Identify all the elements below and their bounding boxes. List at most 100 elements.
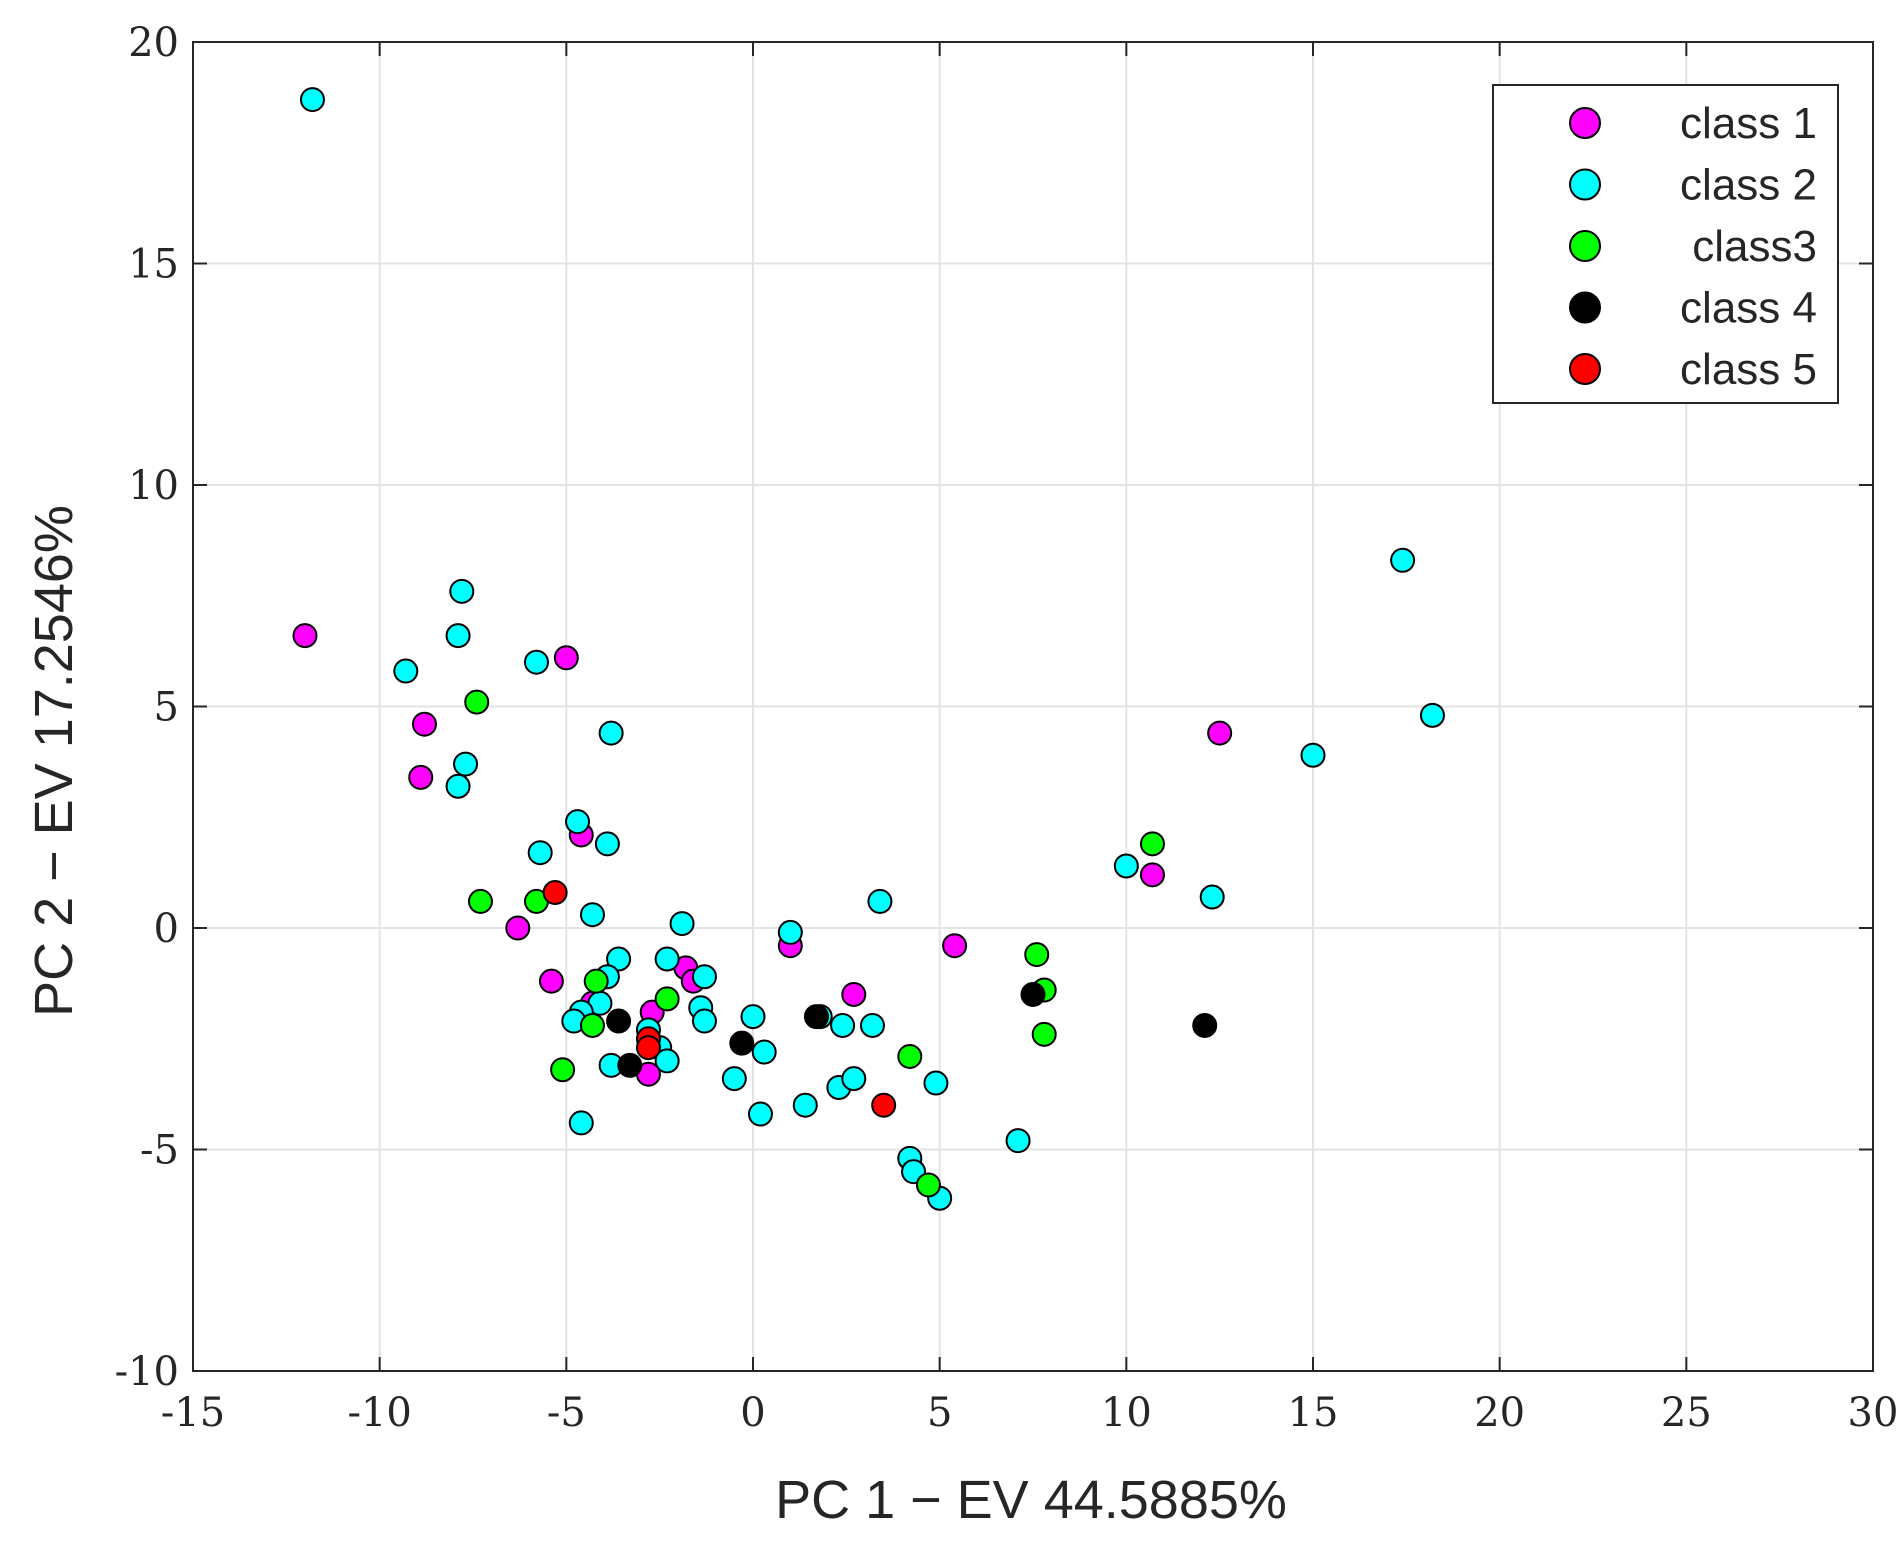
point-class3 bbox=[1139, 831, 1165, 857]
point-class-1 bbox=[538, 968, 564, 994]
point-class-2 bbox=[1005, 1128, 1031, 1154]
point-class3 bbox=[915, 1172, 941, 1198]
legend-marker-class-1 bbox=[1569, 107, 1601, 139]
x-tick-label: 30 bbox=[1848, 1390, 1899, 1436]
point-class-2 bbox=[669, 911, 695, 937]
legend-label-class-2: class 2 bbox=[1680, 161, 1817, 210]
point-class-2 bbox=[1199, 884, 1225, 910]
legend-label-class-4: class 4 bbox=[1680, 284, 1817, 333]
point-class-2 bbox=[606, 946, 632, 972]
point-class-4 bbox=[803, 1004, 829, 1030]
point-class-2 bbox=[449, 578, 475, 604]
y-tick-label: -10 bbox=[115, 1349, 179, 1395]
y-tick-label: 5 bbox=[154, 685, 179, 731]
point-class-2 bbox=[523, 649, 549, 675]
point-class-1 bbox=[553, 645, 579, 671]
point-class-2 bbox=[453, 751, 479, 777]
point-class-2 bbox=[1300, 742, 1326, 768]
point-class-4 bbox=[1192, 1012, 1218, 1038]
legend-box bbox=[1492, 84, 1839, 404]
x-tick-label: -15 bbox=[161, 1390, 225, 1436]
point-class3 bbox=[464, 689, 490, 715]
point-class-2 bbox=[830, 1012, 856, 1038]
legend: class 1 class 2 class3 class 4 class 5 bbox=[1492, 84, 1839, 404]
point-class-2 bbox=[1390, 547, 1416, 573]
point-class3 bbox=[897, 1043, 923, 1069]
point-class-5 bbox=[542, 880, 568, 906]
point-class-2 bbox=[527, 840, 553, 866]
point-class-2 bbox=[1419, 702, 1445, 728]
point-class-1 bbox=[505, 915, 531, 941]
point-class-2 bbox=[598, 720, 624, 746]
point-class-1 bbox=[942, 933, 968, 959]
x-tick-label: 0 bbox=[740, 1390, 765, 1436]
point-class-2 bbox=[691, 964, 717, 990]
x-tick-label: 5 bbox=[927, 1390, 952, 1436]
point-class-1 bbox=[411, 711, 437, 737]
y-axis-title: PC 2 − EV 17.2546% bbox=[24, 505, 84, 1017]
point-class-2 bbox=[445, 623, 471, 649]
legend-marker-class-2 bbox=[1569, 168, 1601, 201]
point-class-1 bbox=[841, 981, 867, 1007]
point-class-2 bbox=[568, 1110, 594, 1136]
point-class-2 bbox=[393, 658, 419, 684]
point-class-2 bbox=[751, 1039, 777, 1065]
x-tick-label: 15 bbox=[1288, 1390, 1339, 1436]
point-class3 bbox=[550, 1057, 576, 1083]
legend-label-class3: class3 bbox=[1692, 222, 1817, 271]
y-tick-label: 15 bbox=[128, 242, 179, 288]
point-class3 bbox=[583, 968, 609, 994]
point-class-2 bbox=[654, 1048, 680, 1074]
point-class-2 bbox=[565, 809, 591, 835]
point-class-2 bbox=[747, 1101, 773, 1127]
legend-marker-class-5 bbox=[1569, 353, 1601, 385]
point-class-1 bbox=[1207, 720, 1233, 746]
point-class3 bbox=[654, 986, 680, 1012]
point-class-2 bbox=[841, 1066, 867, 1092]
point-class-1 bbox=[408, 764, 434, 790]
point-class3 bbox=[1024, 942, 1050, 968]
point-class-1 bbox=[1139, 862, 1165, 888]
y-tick-label: -5 bbox=[140, 1128, 179, 1174]
x-tick-label: 20 bbox=[1474, 1390, 1525, 1436]
point-class-2 bbox=[792, 1092, 818, 1118]
point-class-2 bbox=[740, 1004, 766, 1030]
point-class-2 bbox=[445, 773, 471, 799]
legend-marker-class3 bbox=[1569, 230, 1601, 262]
point-class-2 bbox=[1113, 853, 1139, 879]
point-class-2 bbox=[923, 1070, 949, 1096]
point-class-2 bbox=[594, 831, 620, 857]
point-class-2 bbox=[867, 888, 893, 914]
data-points bbox=[292, 87, 1445, 1211]
point-class3 bbox=[467, 888, 493, 914]
point-class-2 bbox=[777, 919, 803, 945]
y-tick-label: 20 bbox=[128, 20, 179, 66]
point-class-5 bbox=[871, 1092, 897, 1118]
point-class3 bbox=[579, 1012, 605, 1038]
x-tick-label: 10 bbox=[1101, 1390, 1152, 1436]
legend-label-class-1: class 1 bbox=[1680, 99, 1817, 148]
point-class3 bbox=[1031, 1021, 1057, 1047]
x-tick-label: -5 bbox=[547, 1390, 586, 1436]
point-class-1 bbox=[292, 623, 318, 649]
point-class-2 bbox=[859, 1012, 885, 1038]
point-class-4 bbox=[606, 1008, 632, 1034]
point-class-2 bbox=[579, 902, 605, 928]
y-tick-label: 10 bbox=[128, 463, 179, 509]
x-tick-label: 25 bbox=[1661, 1390, 1712, 1436]
point-class-2 bbox=[691, 1008, 717, 1034]
y-tick-label: 0 bbox=[154, 906, 179, 952]
point-class-2 bbox=[654, 946, 680, 972]
point-class-2 bbox=[721, 1066, 747, 1092]
point-class-2 bbox=[299, 87, 325, 113]
point-class-4 bbox=[1020, 981, 1046, 1007]
plot-frame bbox=[192, 41, 1874, 1372]
point-class-5 bbox=[635, 1035, 661, 1061]
legend-marker-class-4 bbox=[1569, 291, 1601, 324]
x-tick-label: -10 bbox=[347, 1390, 411, 1436]
point-class-4 bbox=[729, 1030, 755, 1056]
legend-label-class-5: class 5 bbox=[1680, 345, 1817, 394]
